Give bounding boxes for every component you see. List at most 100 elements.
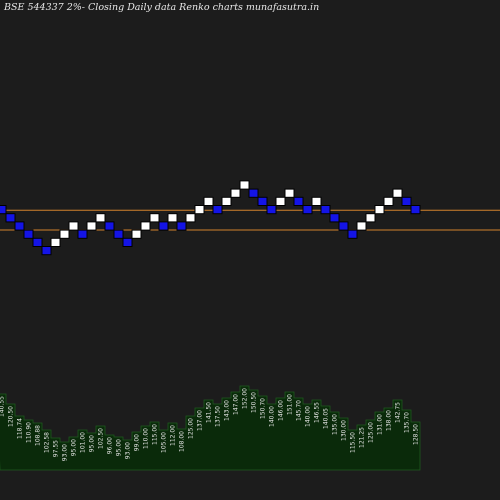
renko-brick-down xyxy=(248,188,259,198)
chart-title: BSE 544337 2%- Closing Daily data Renko … xyxy=(4,2,320,13)
volume-label: 102.58 xyxy=(44,432,51,453)
renko-brick-down xyxy=(293,196,304,207)
renko-brick-down xyxy=(77,229,88,239)
renko-brick-down xyxy=(320,205,331,215)
renko-brick-up xyxy=(86,221,97,231)
volume-label: 110.00 xyxy=(143,428,150,449)
renko-brick-up xyxy=(149,213,160,223)
volume-label: 97.55 xyxy=(53,440,60,457)
renko-brick-up xyxy=(356,221,367,231)
renko-brick-up xyxy=(230,188,241,198)
volume-label: 121.25 xyxy=(359,427,366,448)
volume-label: 96.00 xyxy=(107,437,114,454)
renko-brick-up xyxy=(167,213,178,223)
renko-brick-up xyxy=(275,196,286,207)
volume-label: 131.00 xyxy=(377,414,384,435)
renko-brick-up xyxy=(311,196,322,207)
renko-brick-up xyxy=(185,213,196,223)
renko-brick-down xyxy=(122,237,133,248)
renko-brick-up xyxy=(95,213,106,223)
volume-label: 95.00 xyxy=(116,439,123,456)
renko-brick-down xyxy=(401,196,412,207)
renko-brick-up xyxy=(194,205,205,215)
volume-label: 130.00 xyxy=(341,420,348,441)
volume-label: 140.55 xyxy=(0,396,6,417)
volume-label: 140.00 xyxy=(269,406,276,427)
volume-label: 105.00 xyxy=(161,432,168,453)
volume-series xyxy=(0,385,421,471)
volume-label: 110.90 xyxy=(26,422,33,443)
renko-brick-down xyxy=(338,221,349,231)
volume-label: 93.00 xyxy=(125,442,132,459)
volume-label: 145.70 xyxy=(296,400,303,421)
volume-label: 140.05 xyxy=(323,408,330,429)
renko-brick-down xyxy=(41,246,52,256)
renko-brick-down xyxy=(113,229,124,239)
renko-brick-down xyxy=(410,205,421,215)
volume-label: 143.00 xyxy=(224,400,231,421)
volume-label: 150.70 xyxy=(260,398,267,419)
volume-label: 102.50 xyxy=(98,428,105,449)
volume-label: 146.55 xyxy=(314,402,321,423)
volume-label: 137.50 xyxy=(215,406,222,427)
renko-brick-down xyxy=(5,213,16,223)
renko-brick-down xyxy=(176,221,187,231)
renko-brick-up xyxy=(365,213,376,223)
volume-label: 141.50 xyxy=(206,402,213,423)
renko-brick-up xyxy=(239,180,250,190)
volume-label: 115.50 xyxy=(350,432,357,453)
volume-label: 138.00 xyxy=(386,410,393,431)
volume-label: 108.88 xyxy=(35,425,42,446)
renko-brick-down xyxy=(14,221,25,231)
renko-brick-up xyxy=(374,205,385,215)
renko-brick-down xyxy=(23,229,34,239)
volume-label: 112.00 xyxy=(170,425,177,446)
renko-brick-up xyxy=(284,188,295,198)
renko-brick-up xyxy=(50,237,61,248)
renko-brick-up xyxy=(68,221,79,231)
volume-label: 108.00 xyxy=(179,431,186,452)
volume-label: 150.50 xyxy=(251,392,258,413)
volume-label: 146.00 xyxy=(278,400,285,421)
volume-label: 152.00 xyxy=(242,388,249,409)
volume-label: 125.00 xyxy=(188,418,195,439)
renko-brick-down xyxy=(257,196,268,207)
volume-label: 135.00 xyxy=(332,414,339,435)
volume-label: 125.00 xyxy=(368,422,375,443)
renko-brick-up xyxy=(392,188,403,198)
volume-label: 115.00 xyxy=(152,424,159,445)
volume-label: 101.00 xyxy=(80,432,87,453)
volume-label: 140.00 xyxy=(305,406,312,427)
renko-brick-down xyxy=(212,205,223,215)
renko-brick-up xyxy=(203,196,214,207)
renko-brick-down xyxy=(104,221,115,231)
volume-label: 142.75 xyxy=(395,402,402,423)
renko-brick-up xyxy=(221,196,232,207)
renko-brick-down xyxy=(329,213,340,223)
volume-label: 95.00 xyxy=(71,439,78,456)
volume-label: 137.00 xyxy=(197,410,204,431)
renko-brick-down xyxy=(266,205,277,215)
renko-bricks xyxy=(0,180,421,256)
renko-brick-down xyxy=(347,229,358,239)
volume-label: 135.70 xyxy=(404,412,411,433)
volume-label: 99.00 xyxy=(134,434,141,451)
renko-brick-down xyxy=(302,205,313,215)
volume-label: 120.50 xyxy=(8,406,15,427)
renko-brick-up xyxy=(59,229,70,239)
volume-label: 95.00 xyxy=(89,435,96,452)
renko-brick-down xyxy=(158,221,169,231)
volume-label: 128.50 xyxy=(413,424,420,445)
renko-brick-up xyxy=(131,229,142,239)
renko-brick-down xyxy=(32,237,43,248)
volume-label: 118.74 xyxy=(17,418,24,439)
volume-label: 93.00 xyxy=(62,444,69,461)
volume-label: 147.00 xyxy=(233,394,240,415)
volume-label: 151.00 xyxy=(287,394,294,415)
volume-area xyxy=(0,385,421,471)
renko-brick-down xyxy=(0,205,7,215)
renko-brick-up xyxy=(140,221,151,231)
